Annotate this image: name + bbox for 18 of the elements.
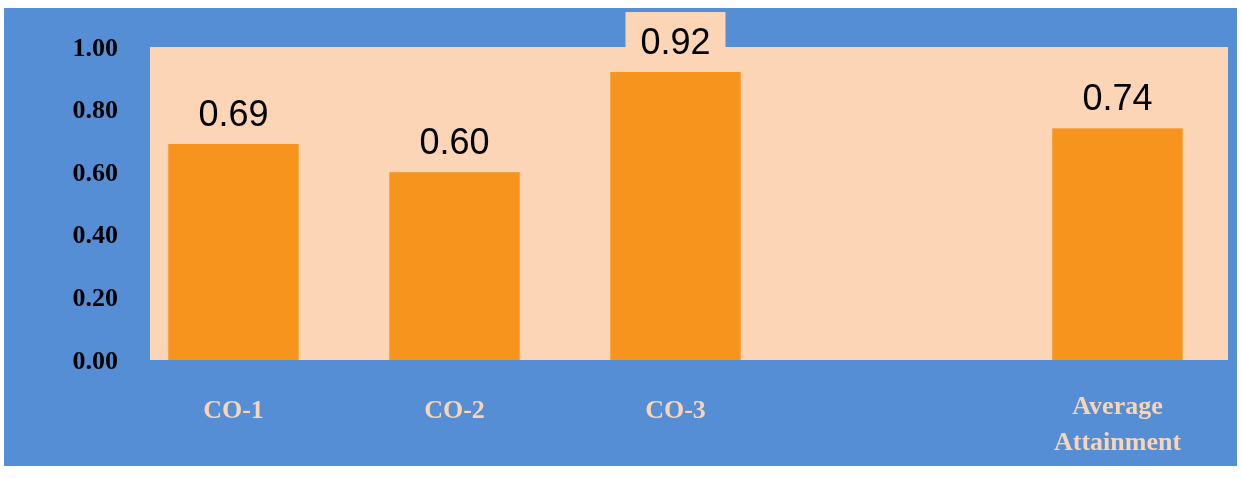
bar — [168, 144, 299, 360]
y-tick-label: 0.20 — [72, 282, 118, 312]
data-label: 0.74 — [1082, 77, 1153, 119]
x-tick-label: Average Attainment — [1053, 391, 1182, 456]
x-tick-label: CO-2 — [424, 395, 485, 424]
bar — [1052, 128, 1183, 360]
y-tick-label: 0.80 — [72, 95, 118, 125]
y-tick-label: 1.00 — [72, 32, 118, 62]
data-label: 0.60 — [419, 121, 490, 163]
bar — [389, 172, 520, 360]
x-tick-label: CO-3 — [645, 395, 706, 424]
y-tick-label: 0.40 — [72, 220, 118, 250]
data-label: 0.69 — [198, 93, 269, 135]
bar — [610, 72, 741, 360]
y-tick-label: 0.60 — [72, 157, 118, 187]
x-tick-label: CO-1 — [203, 395, 264, 424]
data-label: 0.92 — [640, 21, 711, 63]
y-tick-label: 0.00 — [72, 345, 118, 375]
